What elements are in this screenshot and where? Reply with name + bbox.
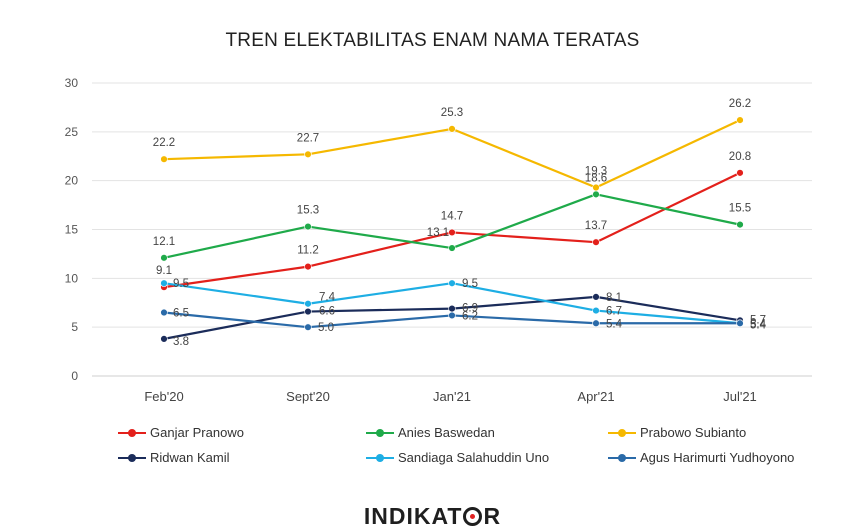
logo-o-icon xyxy=(463,507,483,526)
y-tick-label: 5 xyxy=(71,320,78,334)
data-label: 9.5 xyxy=(462,278,478,290)
legend-label: Agus Harimurti Yudhoyono xyxy=(640,450,795,465)
data-label: 14.7 xyxy=(441,210,463,222)
data-label: 13.7 xyxy=(585,220,607,232)
legend-item: Anies Baswedan xyxy=(366,425,495,440)
legend-label: Prabowo Subianto xyxy=(640,425,747,440)
x-tick-label: Jul'21 xyxy=(723,389,757,404)
data-label: 20.8 xyxy=(729,151,751,163)
data-label: 6.6 xyxy=(319,306,335,318)
data-point xyxy=(736,169,744,177)
legend-swatch-icon xyxy=(366,427,394,439)
data-point xyxy=(448,279,456,287)
legend-item: Prabowo Subianto xyxy=(608,425,746,440)
chart-title: TREN ELEKTABILITAS ENAM NAMA TERATAS xyxy=(225,30,640,51)
line-chart: 0 5 10 15 20 25 30 Feb'20 Sept'20 Jan'21 Apr'21 Jul… xyxy=(65,76,812,404)
legend-swatch-icon xyxy=(608,452,636,464)
data-label: 15.5 xyxy=(729,203,751,215)
legend-swatch-icon xyxy=(608,427,636,439)
data-label: 6.5 xyxy=(173,308,189,320)
data-point xyxy=(592,319,600,327)
data-label: 5.4 xyxy=(750,319,767,331)
legend-label: Sandiaga Salahuddin Uno xyxy=(398,450,550,465)
data-label: 15.3 xyxy=(297,205,319,217)
legend-item: Agus Harimurti Yudhoyono xyxy=(608,450,794,465)
data-point xyxy=(160,308,168,317)
data-point xyxy=(736,220,744,229)
data-label: 13.1 xyxy=(427,227,449,239)
data-label: 6.2 xyxy=(462,310,478,322)
data-point xyxy=(304,262,312,271)
data-label: 26.2 xyxy=(729,98,751,110)
y-tick-label: 10 xyxy=(65,271,79,285)
legend-swatch-icon xyxy=(118,452,146,464)
legend-label: Ridwan Kamil xyxy=(150,450,230,465)
data-label: 7.4 xyxy=(319,292,336,304)
data-point xyxy=(304,150,312,158)
data-point xyxy=(592,190,600,199)
data-point xyxy=(160,335,168,343)
y-tick-label: 30 xyxy=(65,76,79,90)
data-point xyxy=(160,279,168,287)
y-tick-label: 20 xyxy=(65,174,79,188)
data-label: 18.6 xyxy=(585,172,607,184)
data-label: 3.8 xyxy=(173,336,189,348)
data-point xyxy=(736,116,744,124)
data-label: 22.2 xyxy=(153,137,175,149)
data-point xyxy=(448,304,456,313)
legend-item: Sandiaga Salahuddin Uno xyxy=(366,450,549,465)
data-label: 25.3 xyxy=(441,107,463,119)
y-tick-label: 25 xyxy=(65,125,79,139)
data-label: 11.2 xyxy=(297,245,319,257)
x-tick-label: Sept'20 xyxy=(286,389,330,404)
legend-item: Ridwan Kamil xyxy=(118,450,229,465)
data-point xyxy=(160,254,168,262)
data-point xyxy=(448,311,456,320)
data-label: 12.1 xyxy=(153,236,175,248)
legend-swatch-icon xyxy=(366,452,394,464)
data-point xyxy=(592,306,600,315)
data-point xyxy=(592,238,600,246)
x-tick-label: Feb'20 xyxy=(144,389,183,404)
data-point xyxy=(304,300,312,308)
data-label: 5.4 xyxy=(606,318,623,330)
data-point xyxy=(304,323,312,331)
data-point xyxy=(448,244,456,252)
x-tick-label: Apr'21 xyxy=(577,389,614,404)
legend-item: Ganjar Pranowo xyxy=(118,425,244,440)
data-label: 9.5 xyxy=(173,278,189,290)
data-point xyxy=(736,319,744,327)
indikator-logo: INDIKAT R xyxy=(363,503,502,529)
data-label: 8.1 xyxy=(606,292,622,304)
data-point xyxy=(304,222,312,231)
y-tick-label: 0 xyxy=(71,369,78,383)
data-label: 9.1 xyxy=(156,265,172,277)
data-point xyxy=(448,228,456,237)
data-point xyxy=(448,125,456,133)
data-label: 22.7 xyxy=(297,132,319,144)
legend-label: Anies Baswedan xyxy=(398,425,495,440)
data-label: 19.3 xyxy=(585,166,607,178)
data-label: 6.9 xyxy=(462,303,478,315)
legend-label: Ganjar Pranowo xyxy=(150,425,244,440)
data-label: 6.7 xyxy=(606,306,622,318)
data-point xyxy=(304,307,312,316)
data-label: 5.7 xyxy=(750,314,766,326)
x-tick-label: Jan'21 xyxy=(433,389,471,404)
data-label: 5.0 xyxy=(318,322,334,334)
data-label: 5.4 xyxy=(750,318,767,330)
legend-swatch-icon xyxy=(118,427,146,439)
data-point xyxy=(592,183,600,192)
data-point xyxy=(160,155,168,163)
y-tick-label: 15 xyxy=(65,223,79,237)
data-point xyxy=(592,293,600,301)
